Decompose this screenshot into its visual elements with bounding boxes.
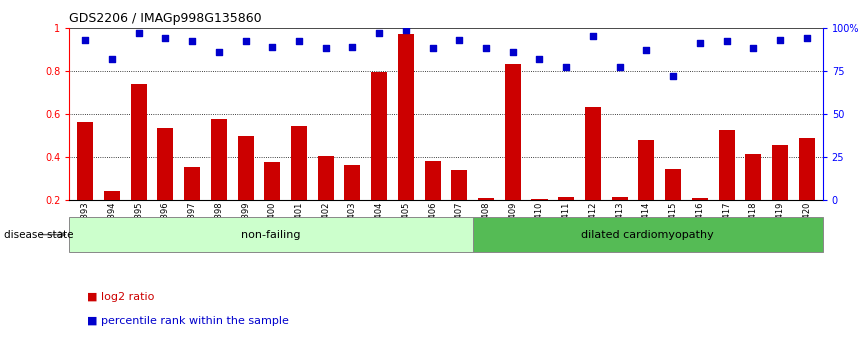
Bar (532, 199, 547, 200)
Bar (69, 217, 473, 252)
Point (746, 46, 760, 51)
Point (799, 35, 813, 41)
Bar (158, 128, 173, 200)
Point (292, 39, 306, 44)
Bar (345, 165, 360, 200)
Point (586, 33, 600, 39)
Point (479, 46, 493, 51)
Point (399, 28, 413, 33)
Bar (665, 169, 681, 200)
Bar (638, 140, 655, 200)
Point (239, 39, 253, 44)
Bar (451, 170, 468, 200)
Point (185, 39, 199, 44)
Bar (585, 107, 601, 200)
Bar (131, 84, 146, 200)
Point (105, 56, 119, 61)
Text: ■ log2 ratio: ■ log2 ratio (87, 292, 154, 302)
Point (533, 56, 546, 61)
Point (265, 44, 279, 49)
Bar (559, 197, 574, 200)
Bar (473, 217, 823, 252)
Point (426, 46, 440, 51)
Bar (478, 198, 494, 200)
Bar (291, 126, 307, 200)
Text: disease state: disease state (4, 230, 74, 239)
Bar (397, 34, 414, 200)
Point (79, 37, 93, 42)
Bar (505, 64, 520, 200)
Point (158, 35, 172, 41)
Bar (372, 72, 387, 200)
Point (720, 39, 734, 44)
Point (773, 37, 787, 42)
Bar (237, 137, 254, 200)
Text: non-failing: non-failing (242, 230, 301, 239)
Text: dilated cardiomyopathy: dilated cardiomyopathy (581, 230, 714, 239)
Bar (184, 167, 200, 200)
Point (613, 65, 627, 70)
Bar (746, 154, 761, 200)
Point (506, 49, 520, 55)
Point (666, 73, 680, 79)
Bar (692, 198, 708, 200)
Point (212, 49, 226, 55)
Point (319, 46, 333, 51)
Point (346, 44, 359, 49)
Bar (104, 191, 120, 200)
Bar (318, 156, 333, 200)
Point (372, 30, 386, 36)
Bar (611, 197, 628, 200)
Bar (719, 130, 734, 200)
Bar (211, 119, 227, 200)
Bar (264, 162, 281, 200)
Bar (77, 122, 94, 200)
Point (693, 40, 707, 46)
Point (452, 37, 466, 42)
Bar (424, 161, 441, 200)
Point (132, 30, 145, 36)
Bar (798, 138, 815, 200)
Text: GDS2206 / IMAGp998G135860: GDS2206 / IMAGp998G135860 (69, 12, 262, 25)
Point (559, 65, 573, 70)
Text: ■ percentile rank within the sample: ■ percentile rank within the sample (87, 316, 288, 326)
Bar (772, 145, 788, 200)
Point (639, 47, 653, 53)
